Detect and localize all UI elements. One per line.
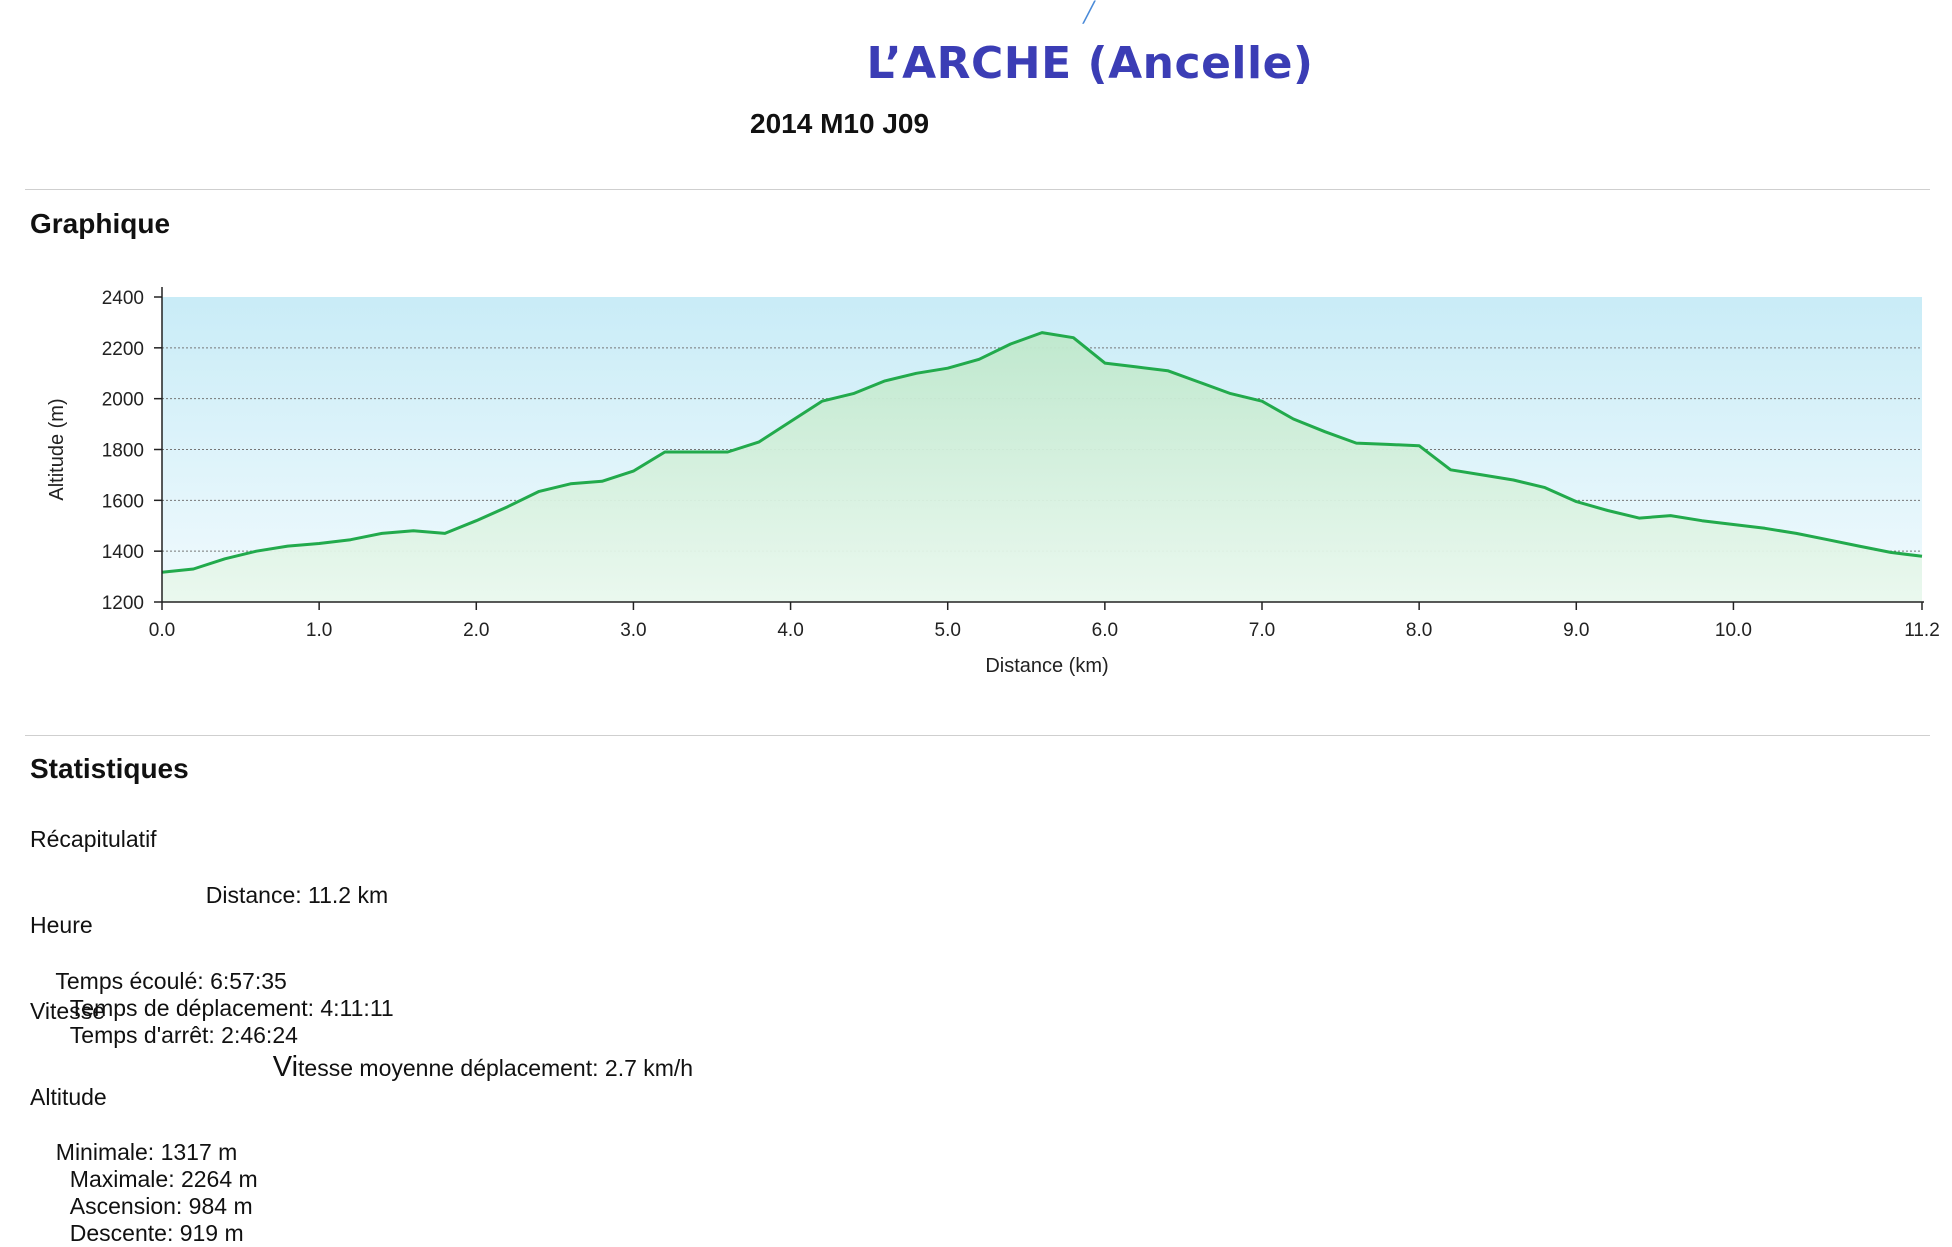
stat-avg-moving-speed: tesse moyenne déplacement: 2.7 km/h [298, 1055, 694, 1081]
divider-top [25, 189, 1930, 190]
speed-label: Vitesse [30, 998, 106, 1024]
page-subtitle: 2014 M10 J09 [750, 108, 930, 139]
stat-descent: Descente: 919 m [69, 1220, 244, 1246]
x-tick-label: 1.0 [306, 620, 332, 641]
altitude-label: Altitude [30, 1084, 107, 1110]
stat-ascent: Ascension: 984 m [69, 1193, 253, 1219]
y-tick-label: 1800 [102, 441, 144, 462]
x-tick-label: 3.0 [620, 620, 646, 641]
x-tick-label: 4.0 [777, 620, 803, 641]
stat-moving-time: Temps de déplacement: 4:11:11 [69, 995, 394, 1021]
y-axis-label: Altitude (m) [46, 398, 68, 500]
stat-stopped-time: Temps d'arrêt: 2:46:24 [69, 1022, 298, 1048]
stats-section-heading: Statistiques [30, 753, 189, 784]
stat-speed-prefix: Vi [272, 1051, 299, 1083]
x-tick-label: 7.0 [1249, 620, 1275, 641]
recap-line: Distance: 11.2 km [193, 855, 388, 909]
y-tick-label: 1600 [102, 491, 144, 512]
graph-section-heading: Graphique [30, 208, 171, 239]
x-tick-label: 0.0 [149, 620, 175, 641]
divider-middle [25, 735, 1930, 736]
speed-line: Vitesse moyenne déplacement: 2.7 km/h [260, 1024, 693, 1084]
stat-distance: Distance: 11.2 km [205, 882, 389, 908]
stat-max-altitude: Maximale: 2264 m [69, 1166, 258, 1192]
x-tick-label: 11.2 [1904, 620, 1940, 641]
time-label: Heure [30, 912, 93, 938]
time-line: Temps écoulé: 6:57:35 Temps de déplaceme… [43, 941, 394, 1049]
x-tick-label: 8.0 [1406, 620, 1432, 641]
y-tick-label: 2200 [102, 339, 144, 360]
y-tick-label: 2400 [102, 288, 144, 309]
elevation-area [162, 332, 1922, 602]
elevation-chart: 2400 2200 2000 1800 1600 1400 1200 0.0 1.0 2.0 3.0… [0, 270, 1952, 690]
x-axis-label: Distance (km) [985, 655, 1108, 677]
x-tick-label: 6.0 [1092, 620, 1118, 641]
x-tick-label: 10.0 [1715, 620, 1752, 641]
stat-min-altitude: Minimale: 1317 m [55, 1139, 238, 1165]
x-tick-label: 2.0 [463, 620, 489, 641]
page-title: L’ARCHE (Ancelle) [866, 38, 1314, 89]
recap-label: Récapitulatif [30, 826, 157, 852]
elevation-line [161, 331, 1923, 574]
decorative-mark: ╱ [1083, 2, 1096, 24]
y-tick-label: 1400 [102, 542, 144, 563]
y-tick-label: 1200 [102, 593, 144, 614]
x-tick-label: 9.0 [1563, 620, 1589, 641]
altitude-line: Minimale: 1317 m Maximale: 2264 m Ascens… [43, 1112, 258, 1247]
stat-elapsed-time: Temps écoulé: 6:57:35 [55, 968, 287, 994]
y-tick-label: 2000 [102, 390, 144, 411]
x-tick-label: 5.0 [935, 620, 961, 641]
